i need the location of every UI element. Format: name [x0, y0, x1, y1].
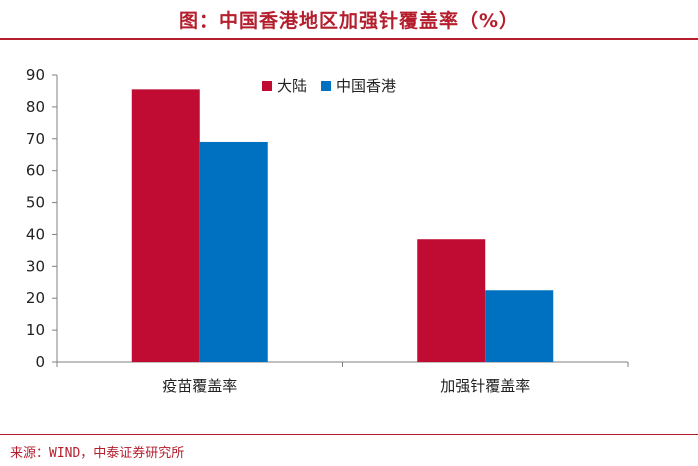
title-bar: 图：中国香港地区加强针覆盖率（%） [0, 0, 698, 40]
y-tick-label: 30 [26, 257, 45, 275]
y-tick-label: 0 [35, 353, 45, 371]
y-tick-label: 50 [26, 194, 45, 212]
y-tick-label: 60 [26, 162, 45, 180]
y-tick-label: 20 [26, 289, 45, 307]
y-tick-label: 80 [26, 98, 45, 116]
bar-mainland-1 [131, 89, 200, 362]
y-tick-label: 40 [26, 225, 45, 243]
bar-chart: 0 10 20 30 40 50 60 70 80 90 疫苗覆盖率 加强针覆盖率 大陆 中国香港 [26, 66, 629, 395]
y-tick-label: 90 [26, 66, 45, 84]
bar-mainland-2 [417, 239, 486, 362]
legend-label-2: 中国香港 [336, 77, 396, 95]
legend-swatch-1 [262, 81, 272, 91]
legend-label-1: 大陆 [277, 77, 307, 95]
y-tick-label: 10 [26, 321, 45, 339]
chart-title: 图：中国香港地区加强针覆盖率（%） [178, 10, 520, 32]
source-note: 来源：WIND，中泰证券研究所 [10, 446, 185, 461]
bar-hongkong-1 [199, 141, 268, 362]
x-category-label: 疫苗覆盖率 [162, 377, 237, 395]
source-bar: 来源：WIND，中泰证券研究所 [0, 434, 698, 466]
x-category-label: 加强针覆盖率 [440, 377, 530, 395]
y-tick-label: 70 [26, 130, 45, 148]
bar-hongkong-2 [485, 290, 554, 362]
legend-swatch-2 [321, 81, 332, 91]
